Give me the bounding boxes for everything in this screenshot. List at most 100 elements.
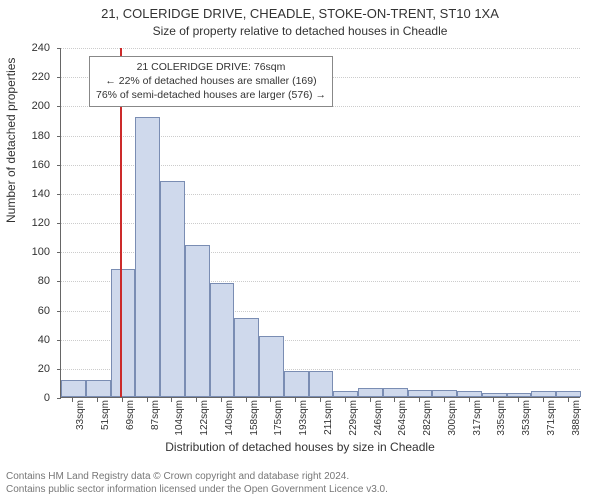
y-tick-mark: [57, 194, 61, 195]
histogram-bar: [185, 245, 210, 397]
y-tick-label: 200: [0, 100, 50, 112]
x-tick-mark: [469, 398, 470, 402]
x-tick-mark: [97, 398, 98, 402]
x-tick-label: 158sqm: [249, 400, 260, 436]
x-tick-label: 69sqm: [125, 400, 136, 430]
x-tick-mark: [147, 398, 148, 402]
histogram-bar: [111, 269, 136, 397]
x-tick-label: 140sqm: [224, 400, 235, 436]
histogram-bar: [135, 117, 160, 397]
histogram-bar: [160, 181, 185, 397]
x-tick-mark: [196, 398, 197, 402]
y-tick-mark: [57, 311, 61, 312]
x-tick-label: 51sqm: [100, 400, 111, 430]
histogram-bar: [383, 388, 408, 397]
x-tick-mark: [72, 398, 73, 402]
footer-line1: Contains HM Land Registry data © Crown c…: [6, 471, 388, 484]
footer-line2: Contains public sector information licen…: [6, 484, 388, 497]
histogram-bar: [531, 391, 556, 397]
y-tick-mark: [57, 252, 61, 253]
x-tick-label: 246sqm: [373, 400, 384, 436]
y-tick-mark: [57, 340, 61, 341]
x-tick-label: 317sqm: [472, 400, 483, 436]
y-tick-label: 220: [0, 71, 50, 83]
y-tick-mark: [57, 136, 61, 137]
x-tick-label: 300sqm: [447, 400, 458, 436]
x-tick-label: 282sqm: [422, 400, 433, 436]
annotation-line3: 76% of semi-detached houses are larger (…: [96, 88, 326, 102]
y-tick-label: 140: [0, 188, 50, 200]
histogram-bar: [309, 371, 334, 397]
y-tick-mark: [57, 223, 61, 224]
y-tick-label: 20: [0, 363, 50, 375]
x-axis-label: Distribution of detached houses by size …: [0, 440, 600, 454]
y-tick-label: 40: [0, 334, 50, 346]
x-tick-label: 264sqm: [397, 400, 408, 436]
x-tick-label: 104sqm: [174, 400, 185, 436]
x-tick-label: 335sqm: [496, 400, 507, 436]
histogram-bar: [507, 393, 532, 397]
histogram-bar: [333, 391, 358, 397]
histogram-bar: [358, 388, 383, 397]
histogram-bar: [432, 390, 457, 397]
x-tick-mark: [543, 398, 544, 402]
x-tick-mark: [345, 398, 346, 402]
histogram-bar: [86, 380, 111, 398]
x-tick-label: 175sqm: [273, 400, 284, 436]
plot-area: 21 COLERIDGE DRIVE: 76sqm ← 22% of detac…: [60, 48, 580, 398]
x-tick-label: 371sqm: [546, 400, 557, 436]
histogram-bar: [61, 380, 86, 398]
x-tick-mark: [171, 398, 172, 402]
annotation-line2: ← 22% of detached houses are smaller (16…: [96, 74, 326, 88]
x-tick-mark: [444, 398, 445, 402]
x-tick-mark: [370, 398, 371, 402]
y-tick-label: 240: [0, 42, 50, 54]
x-tick-label: 353sqm: [521, 400, 532, 436]
y-tick-mark: [57, 369, 61, 370]
y-tick-label: 160: [0, 159, 50, 171]
y-tick-mark: [57, 48, 61, 49]
histogram-bar: [482, 393, 507, 397]
y-tick-label: 80: [0, 275, 50, 287]
y-tick-mark: [57, 77, 61, 78]
annotation-line1: 21 COLERIDGE DRIVE: 76sqm: [96, 60, 326, 74]
x-tick-mark: [246, 398, 247, 402]
x-tick-mark: [122, 398, 123, 402]
x-tick-mark: [295, 398, 296, 402]
y-tick-mark: [57, 165, 61, 166]
grid-line: [61, 48, 580, 49]
histogram-bar: [259, 336, 284, 397]
histogram-bar: [457, 391, 482, 397]
chart-title-line1: 21, COLERIDGE DRIVE, CHEADLE, STOKE-ON-T…: [0, 6, 600, 21]
x-tick-mark: [394, 398, 395, 402]
x-tick-mark: [221, 398, 222, 402]
x-tick-label: 211sqm: [323, 400, 334, 435]
x-tick-label: 33sqm: [75, 400, 86, 430]
y-tick-mark: [57, 281, 61, 282]
y-tick-label: 0: [0, 392, 50, 404]
x-tick-label: 193sqm: [298, 400, 309, 436]
x-tick-mark: [568, 398, 569, 402]
x-tick-mark: [270, 398, 271, 402]
histogram-bar: [556, 391, 581, 397]
histogram-bar: [284, 371, 309, 397]
histogram-bar: [234, 318, 259, 397]
footer: Contains HM Land Registry data © Crown c…: [6, 471, 388, 496]
histogram-bar: [408, 390, 433, 397]
histogram-bar: [210, 283, 235, 397]
annotation-box: 21 COLERIDGE DRIVE: 76sqm ← 22% of detac…: [89, 56, 333, 107]
x-tick-mark: [493, 398, 494, 402]
x-tick-mark: [518, 398, 519, 402]
x-tick-mark: [320, 398, 321, 402]
x-tick-label: 122sqm: [199, 400, 210, 436]
x-tick-label: 87sqm: [150, 400, 161, 430]
y-tick-label: 180: [0, 130, 50, 142]
x-tick-label: 388sqm: [571, 400, 582, 436]
y-tick-label: 120: [0, 217, 50, 229]
chart-container: 21, COLERIDGE DRIVE, CHEADLE, STOKE-ON-T…: [0, 0, 600, 500]
x-tick-mark: [419, 398, 420, 402]
y-tick-mark: [57, 106, 61, 107]
x-tick-label: 229sqm: [348, 400, 359, 436]
y-tick-label: 60: [0, 305, 50, 317]
chart-title-line2: Size of property relative to detached ho…: [0, 24, 600, 38]
